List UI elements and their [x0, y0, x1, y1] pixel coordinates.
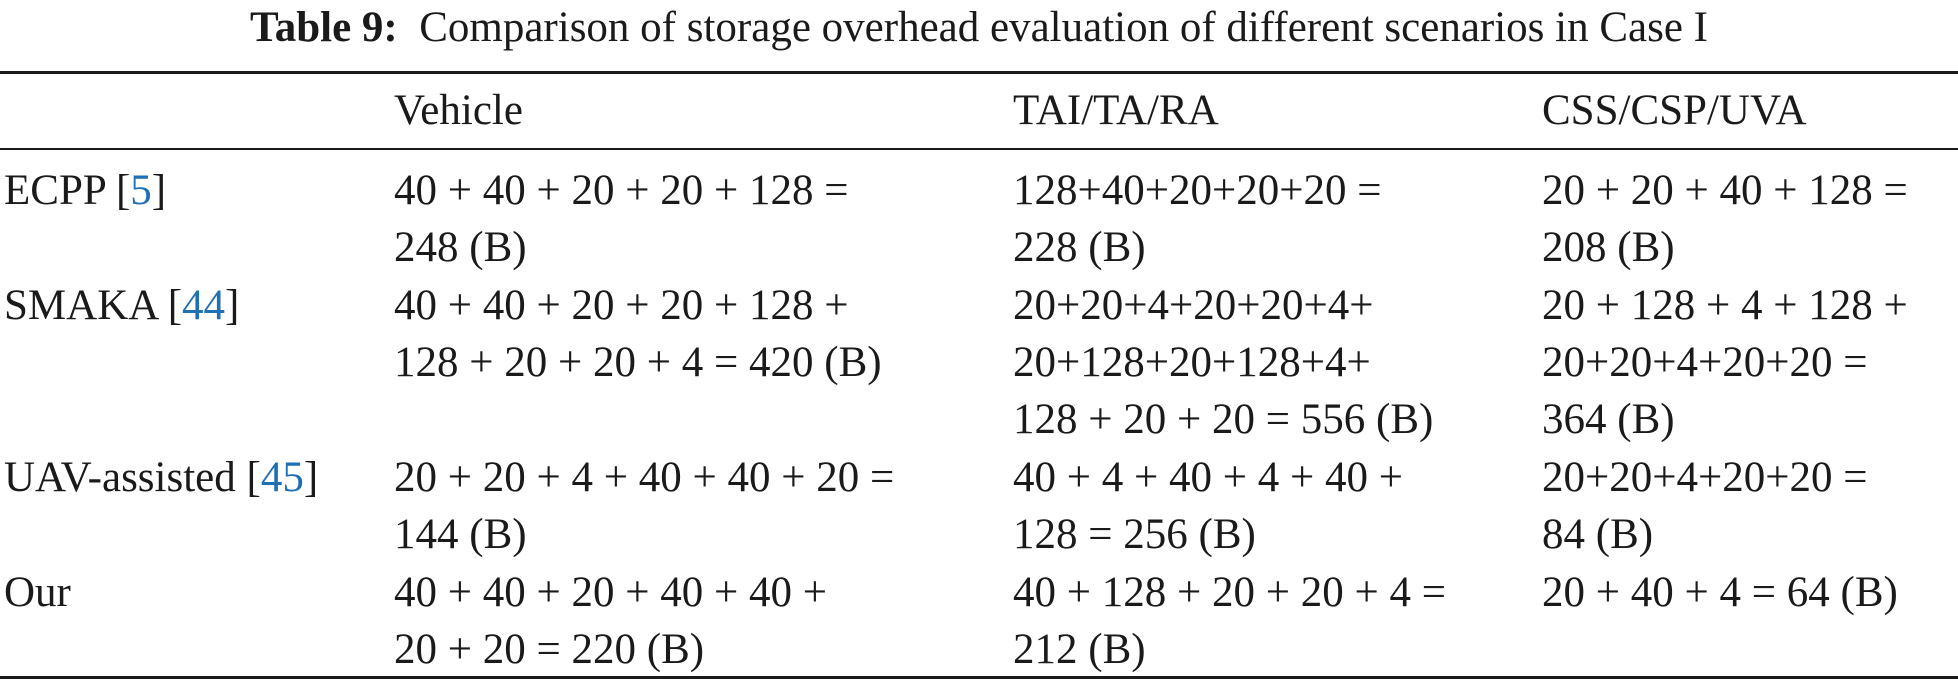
scheme-name: UAV-assisted — [4, 454, 236, 501]
row-ecpp-tai: 128+40+20+20+20 = 228 (B) — [1013, 162, 1382, 276]
header-rule — [0, 148, 1958, 150]
header-tai-ta-ra: TAI/TA/RA — [1013, 87, 1219, 134]
row-uav-vehicle: 20 + 20 + 4 + 40 + 40 + 20 = 144 (B) — [394, 449, 894, 563]
formula-line: 20 + 20 + 4 + 40 + 40 + 20 = — [394, 454, 895, 501]
row-ecpp-scheme: ECPP [5] — [4, 167, 167, 214]
header-vehicle: Vehicle — [394, 87, 523, 134]
formula-line: 128 = 256 (B) — [1013, 511, 1256, 558]
row-ecpp-css: 20 + 20 + 40 + 128 = 208 (B) — [1542, 162, 1908, 276]
formula-line: 212 (B) — [1013, 626, 1146, 673]
row-our-tai: 40 + 128 + 20 + 20 + 4 = 212 (B) — [1013, 564, 1446, 678]
formula-line: 208 (B) — [1542, 224, 1675, 271]
formula-line: 20+128+20+128+4+ — [1013, 339, 1371, 386]
bottom-rule — [0, 676, 1958, 679]
table-caption: Table 9: Comparison of storage overhead … — [0, 2, 1958, 54]
formula-line: 364 (B) — [1542, 396, 1675, 443]
row-uav-css: 20+20+4+20+20 = 84 (B) — [1542, 449, 1868, 563]
formula-line: 84 (B) — [1542, 511, 1654, 558]
scheme-name: ECPP — [4, 167, 106, 214]
row-smaka-css: 20 + 128 + 4 + 128 + 20+20+4+20+20 = 364… — [1542, 277, 1908, 448]
row-our-vehicle: 40 + 40 + 20 + 40 + 40 + 20 + 20 = 220 (… — [394, 564, 827, 678]
row-our-css: 20 + 40 + 4 = 64 (B) — [1542, 564, 1898, 621]
row-uav-tai: 40 + 4 + 40 + 4 + 40 + 128 = 256 (B) — [1013, 449, 1403, 563]
formula-line: 40 + 40 + 20 + 20 + 128 + — [394, 282, 849, 329]
formula-line: 20 + 20 = 220 (B) — [394, 626, 705, 673]
citation-link[interactable]: 44 — [182, 282, 226, 329]
formula-line: 40 + 128 + 20 + 20 + 4 = — [1013, 569, 1447, 616]
formula-line: 128 + 20 + 20 = 556 (B) — [1013, 396, 1434, 443]
formula-line: 20+20+4+20+20 = — [1542, 454, 1868, 501]
caption-text: Comparison of storage overhead evaluatio… — [419, 4, 1709, 51]
formula-line: 40 + 40 + 20 + 20 + 128 = — [394, 167, 849, 214]
formula-line: 20 + 20 + 40 + 128 = — [1542, 167, 1908, 214]
top-rule — [0, 71, 1958, 74]
formula-line: 128 + 20 + 20 + 4 = 420 (B) — [394, 339, 882, 386]
row-smaka-vehicle: 40 + 40 + 20 + 20 + 128 + 128 + 20 + 20 … — [394, 277, 882, 391]
formula-line: 128+40+20+20+20 = — [1013, 167, 1382, 214]
formula-line: 20+20+4+20+20+4+ — [1013, 282, 1374, 329]
formula-line: 20 + 128 + 4 + 128 + — [1542, 282, 1908, 329]
formula-line: 228 (B) — [1013, 224, 1146, 271]
header-css-csp-uva: CSS/CSP/UVA — [1542, 87, 1807, 134]
formula-line: 40 + 4 + 40 + 4 + 40 + — [1013, 454, 1404, 501]
citation-link[interactable]: 45 — [260, 454, 304, 501]
caption-label: Table 9: — [249, 4, 398, 51]
formula-line: 20 + 40 + 4 = 64 (B) — [1542, 569, 1898, 616]
scheme-name: SMAKA — [4, 282, 157, 329]
citation-link[interactable]: 5 — [130, 167, 152, 214]
formula-line: 248 (B) — [394, 224, 527, 271]
formula-line: 144 (B) — [394, 511, 527, 558]
row-our-scheme: Our — [4, 564, 71, 621]
formula-line: 40 + 40 + 20 + 40 + 40 + — [394, 569, 828, 616]
row-ecpp-vehicle: 40 + 40 + 20 + 20 + 128 = 248 (B) — [394, 162, 849, 276]
scheme-name: Our — [4, 569, 71, 616]
row-uav-scheme: UAV-assisted [45] — [4, 454, 319, 501]
row-smaka-tai: 20+20+4+20+20+4+ 20+128+20+128+4+ 128 + … — [1013, 277, 1433, 448]
formula-line: 20+20+4+20+20 = — [1542, 339, 1868, 386]
row-smaka-scheme: SMAKA [44] — [4, 282, 240, 329]
